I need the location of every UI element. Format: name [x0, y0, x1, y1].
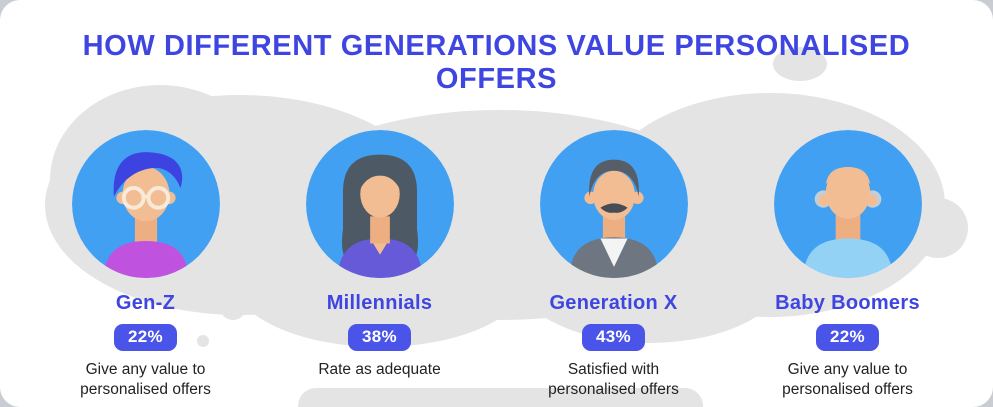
generation-name: Millennials	[326, 292, 433, 314]
generation-x-avatar-icon	[539, 130, 688, 278]
millennials-avatar-icon	[305, 130, 454, 278]
generation-card-generation-x: Generation X 43% Satisfied with personal…	[506, 130, 722, 401]
baby-boomers-avatar-icon	[773, 130, 922, 278]
generation-name: Gen-Z	[115, 292, 176, 314]
percentage-badge: 22%	[114, 324, 177, 351]
infographic-content: HOW DIFFERENT GENERATIONS VALUE PERSONAL…	[0, 30, 993, 407]
generation-description: Satisfied with personalised offers	[548, 361, 679, 399]
percentage-badge: 43%	[582, 324, 645, 351]
generation-card-gen-z: Gen-Z 22% Give any value to personalised…	[38, 130, 254, 401]
page-title: HOW DIFFERENT GENERATIONS VALUE PERSONAL…	[82, 30, 911, 95]
generation-description: Give any value to personalised offers	[782, 361, 913, 399]
percentage-badge: 22%	[816, 324, 879, 351]
generation-name: Generation X	[549, 292, 678, 314]
generation-card-baby-boomers: Baby Boomers 22% Give any value to perso…	[740, 130, 956, 401]
gen-z-avatar-icon	[71, 130, 220, 278]
generation-card-millennials: Millennials 38% Rate as adequate	[272, 130, 488, 401]
percentage-badge: 38%	[348, 324, 411, 351]
generation-description: Give any value to personalised offers	[80, 361, 211, 399]
generation-name: Baby Boomers	[775, 292, 920, 314]
generations-row: Gen-Z 22% Give any value to personalised…	[0, 130, 993, 401]
generation-description: Rate as adequate	[318, 361, 441, 378]
